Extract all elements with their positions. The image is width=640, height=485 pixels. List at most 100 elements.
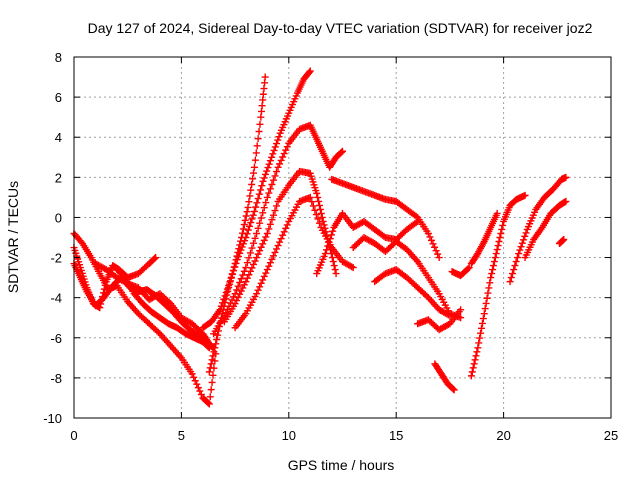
data-point [317, 209, 325, 217]
data-point [220, 312, 228, 320]
data-point [315, 201, 323, 209]
x-tick-label: 25 [604, 428, 618, 443]
data-point [222, 289, 230, 297]
data-point [236, 249, 244, 257]
data-point [240, 221, 248, 229]
data-point [256, 120, 264, 128]
data-point [311, 206, 319, 214]
data-point [219, 299, 227, 307]
data-point [212, 340, 220, 348]
data-point [306, 193, 314, 201]
data-point [257, 186, 265, 194]
data-point [205, 400, 213, 408]
data-point [261, 73, 269, 81]
data-point [479, 315, 487, 323]
data-point [431, 243, 439, 251]
data-point [488, 270, 496, 278]
data-point [262, 269, 270, 277]
data-point [482, 299, 490, 307]
data-point [232, 259, 240, 267]
data-point [493, 209, 501, 217]
data-point [204, 399, 212, 407]
data-point [279, 153, 287, 161]
data-point [480, 310, 488, 318]
data-point [256, 247, 264, 255]
data-point [339, 147, 346, 155]
data-point [282, 224, 290, 232]
data-point [489, 266, 497, 274]
data-point [432, 247, 440, 255]
data-point [266, 185, 274, 193]
data-point [248, 215, 256, 223]
y-tick-label: 8 [55, 50, 62, 65]
data-point [237, 287, 245, 295]
data-point [283, 143, 291, 151]
data-point [252, 203, 260, 211]
data-point [270, 146, 278, 154]
data-markers [70, 67, 570, 408]
data-point [330, 262, 338, 270]
data-point [234, 252, 242, 260]
data-point [165, 298, 173, 306]
data-point [206, 393, 214, 401]
data-point [280, 228, 288, 236]
data-point [446, 312, 454, 320]
data-point [238, 243, 246, 251]
data-point [499, 221, 507, 229]
data-point [243, 259, 251, 267]
data-point [240, 281, 248, 289]
data-point [490, 258, 498, 266]
data-point [508, 270, 516, 278]
data-point [435, 254, 443, 262]
data-point [279, 231, 287, 239]
x-tick-label: 0 [70, 428, 77, 443]
data-point [222, 309, 230, 317]
data-point [221, 292, 229, 300]
data-point [274, 242, 282, 250]
data-point [254, 195, 262, 203]
data-point [242, 234, 250, 241]
data-point [254, 250, 262, 258]
data-point [214, 331, 222, 339]
data-point [248, 244, 256, 252]
data-point [423, 292, 431, 300]
y-tick-label: 4 [55, 130, 62, 145]
data-point [513, 254, 521, 262]
data-point [245, 198, 253, 206]
data-point [283, 221, 291, 229]
data-point [319, 217, 327, 225]
data-point [253, 142, 261, 150]
data-point [233, 286, 241, 294]
data-point [276, 238, 284, 246]
data-point [256, 283, 264, 291]
data-point [250, 207, 258, 215]
y-tick-label: -8 [50, 371, 62, 386]
data-point [217, 302, 225, 310]
data-point [269, 176, 277, 184]
data-point [309, 202, 317, 210]
data-point [231, 263, 239, 271]
data-point [223, 285, 231, 293]
data-point [348, 263, 356, 271]
data-point [489, 262, 497, 270]
data-point [262, 199, 270, 207]
data-point [562, 197, 570, 205]
data-point [282, 146, 290, 154]
data-point [478, 324, 486, 332]
data-point [246, 249, 254, 257]
data-point [522, 229, 530, 237]
data-point [239, 240, 247, 248]
data-point [474, 344, 482, 352]
data-point [193, 380, 201, 388]
data-point [493, 246, 501, 254]
data-point [457, 314, 465, 322]
data-point [249, 175, 257, 183]
data-point [434, 250, 442, 258]
data-point [247, 219, 255, 227]
data-point [269, 252, 277, 260]
data-point [485, 284, 493, 292]
data-point [468, 368, 476, 376]
data-point [315, 219, 323, 227]
